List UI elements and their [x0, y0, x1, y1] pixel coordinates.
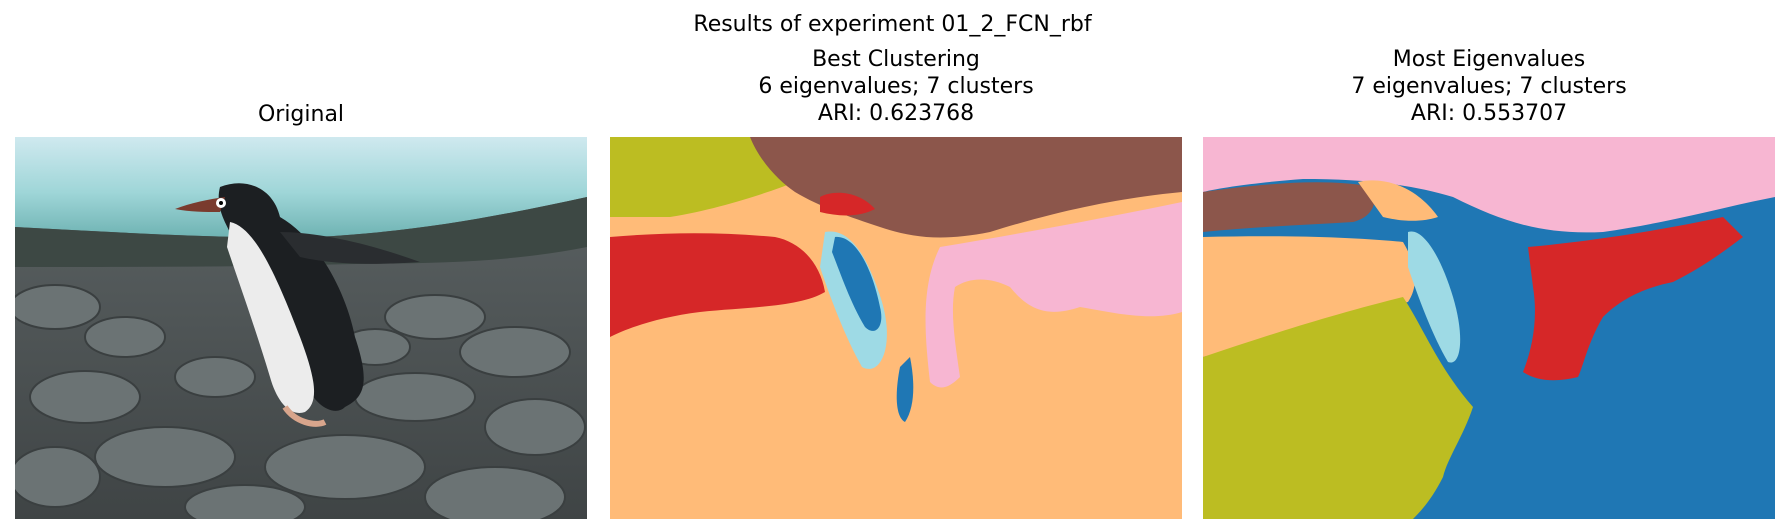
original-penguin-image — [15, 137, 587, 519]
cluster-region-cyan — [1408, 231, 1461, 363]
cluster-region-pink — [1203, 137, 1775, 233]
panel-title-line: 7 eigenvalues; 7 clusters — [1351, 74, 1627, 99]
cluster-region-red — [610, 233, 825, 337]
cluster-region-peach — [1358, 180, 1438, 221]
cluster-region-pink — [925, 202, 1182, 388]
cluster-region-red — [1523, 217, 1743, 381]
panel-title-line: Original — [257, 102, 345, 127]
cluster-region-olive — [610, 137, 795, 217]
cluster-region-red — [820, 192, 875, 216]
cluster-region-blue — [832, 236, 882, 331]
panel-title-line: Most Eigenvalues — [1392, 47, 1586, 72]
panel-title-original: Original — [15, 101, 587, 128]
panel-title-line: ARI: 0.553707 — [1410, 101, 1568, 126]
cluster-region-brown — [1203, 182, 1375, 232]
best-clustering-map — [610, 137, 1182, 519]
panel-title-most-eigenvalues: Most Eigenvalues 7 eigenvalues; 7 cluste… — [1203, 46, 1775, 127]
most-eigenvalues-map — [1203, 137, 1775, 519]
panel-title-line: ARI: 0.623768 — [817, 101, 975, 126]
original-image-panel — [15, 137, 587, 519]
panel-title-line: Best Clustering — [812, 47, 980, 72]
figure-suptitle: Results of experiment 01_2_FCN_rbf — [693, 12, 1092, 37]
cluster-region-blue — [896, 357, 914, 422]
most-eigenvalues-segmentation — [1203, 137, 1775, 519]
panel-title-line: 6 eigenvalues; 7 clusters — [758, 74, 1034, 99]
cluster-region-olive — [1203, 297, 1473, 519]
best-clustering-segmentation — [610, 137, 1182, 519]
cluster-region-peach — [1203, 236, 1415, 357]
panel-title-best-clustering: Best Clustering 6 eigenvalues; 7 cluster… — [610, 46, 1182, 127]
